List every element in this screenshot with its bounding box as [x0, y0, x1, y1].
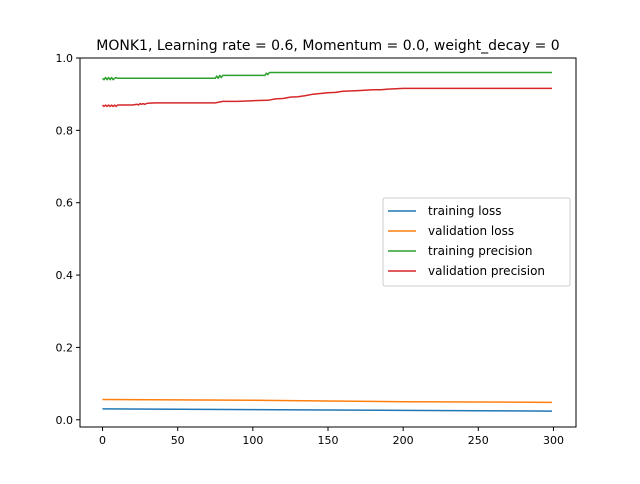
x-tick-label: 50: [171, 434, 185, 447]
legend-box: [382, 197, 571, 287]
x-tick-label: 0: [99, 434, 106, 447]
y-tick-label: 0.8: [56, 124, 74, 137]
series-line-training-loss: [102, 408, 553, 412]
chart-title: MONK1, Learning rate = 0.6, Momentum = 0…: [96, 38, 559, 54]
series-line-validation-precision: [101, 87, 552, 108]
x-tick-label: 300: [543, 434, 564, 447]
y-tick-label: 0.0: [56, 414, 74, 427]
y-tick-label: 0.4: [56, 269, 74, 282]
x-axis: 0 50 100 150 200 250 300: [99, 427, 564, 447]
y-axis: 0.0 0.2 0.4 0.6 0.8 1.0: [56, 52, 80, 427]
x-tick-label: 100: [242, 434, 263, 447]
legend-label: training loss: [428, 204, 501, 218]
legend: training loss validation loss training pre…: [382, 197, 571, 287]
series-line-training-precision: [101, 71, 552, 81]
y-tick-label: 0.2: [56, 341, 74, 354]
x-tick-label: 150: [318, 434, 339, 447]
x-tick-label: 250: [468, 434, 489, 447]
series-line-validation-loss: [102, 398, 553, 404]
legend-label: training precision: [428, 244, 532, 258]
series-layer: [101, 71, 553, 412]
x-tick-label: 200: [393, 434, 414, 447]
legend-label: validation loss: [428, 224, 514, 238]
y-tick-label: 1.0: [56, 52, 74, 65]
y-tick-label: 0.6: [56, 197, 74, 210]
legend-label: validation precision: [428, 264, 545, 278]
